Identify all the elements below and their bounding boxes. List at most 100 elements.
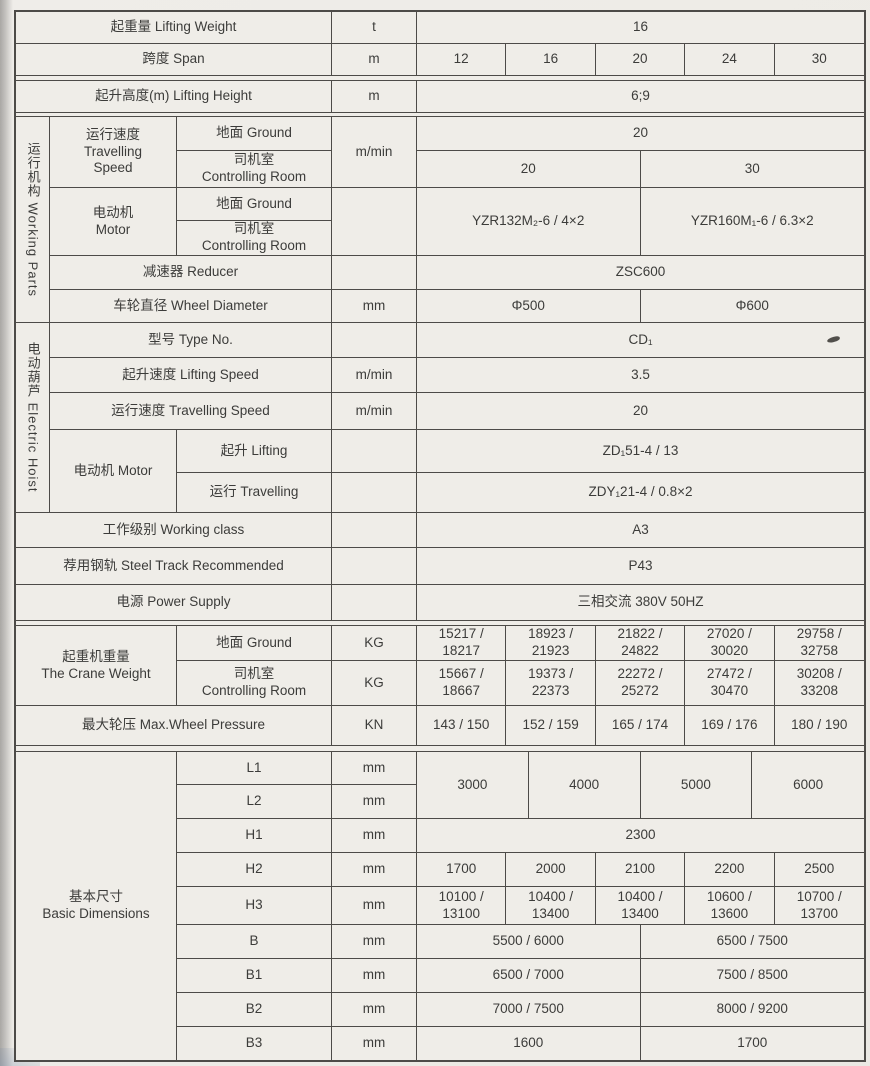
crane-spec-table: 起重量 Lifting Weight t 16 跨度 Span m 12 16 20 24 30 起…: [14, 10, 866, 1062]
max-wheel-pressure-value-2: 152 / 159: [506, 706, 596, 746]
scan-double-line-gap: [16, 746, 864, 752]
scan-left-edge: [0, 0, 13, 1066]
scan-double-line-gap: [16, 621, 864, 626]
max-wheel-pressure-value-1: 143 / 150: [417, 706, 507, 746]
steel-track-label: 荐用钢轨 Steel Track Recommended: [16, 548, 332, 585]
dim-h3-value-1: 10100 / 13100: [417, 887, 507, 925]
scan-double-line-gap: [16, 113, 864, 117]
dim-h3-value-4: 10600 / 13600: [685, 887, 775, 925]
span-unit: m: [332, 44, 417, 76]
hoist-travelling-speed-label: 运行速度 Travelling Speed: [50, 393, 332, 430]
dim-b-value-1: 5500 / 6000: [417, 925, 641, 959]
dim-h1-unit: mm: [332, 819, 417, 853]
travelling-speed-room-label: 司机室 Controlling Room: [177, 151, 332, 188]
motor-value-1: YZR132M₂-6 / 4×2: [417, 188, 641, 256]
dim-b1-unit: mm: [332, 959, 417, 993]
lifting-height-unit: m: [332, 81, 417, 113]
dim-h2-value-1: 1700: [417, 853, 507, 887]
dim-b2-label: B2: [177, 993, 332, 1027]
dim-b-unit: mm: [332, 925, 417, 959]
motor-label: 电动机 Motor: [50, 188, 177, 256]
steel-track-value: P43: [417, 548, 864, 585]
wheel-diameter-value-1: Φ500: [417, 290, 641, 323]
crane-weight-ground-unit: KG: [332, 626, 417, 661]
lifting-speed-label: 起升速度 Lifting Speed: [50, 358, 332, 393]
max-wheel-pressure-value-5: 180 / 190: [774, 706, 864, 746]
span-label: 跨度 Span: [16, 44, 332, 76]
dim-l1-label: L1: [177, 752, 332, 785]
travelling-speed-ground-label: 地面 Ground: [177, 117, 332, 151]
dim-l1-l2-value-4: 6000: [752, 752, 864, 819]
crane-weight-ground-value-2: 18923 / 21923: [506, 626, 596, 661]
motor-value-2: YZR160M₁-6 / 6.3×2: [640, 188, 864, 256]
crane-weight-room-value-2: 19373 / 22373: [506, 661, 596, 706]
crane-weight-room-value-5: 30208 / 33208: [774, 661, 864, 706]
reducer-label: 减速器 Reducer: [50, 256, 332, 290]
dim-b1-value-1: 6500 / 7000: [417, 959, 641, 993]
travelling-speed-label: 运行速度 Travelling Speed: [50, 117, 177, 188]
crane-weight-ground-value-1: 15217 / 18217: [417, 626, 507, 661]
dim-b2-unit: mm: [332, 993, 417, 1027]
dim-b-label: B: [177, 925, 332, 959]
dim-l2-label: L2: [177, 785, 332, 819]
hoist-travelling-speed-value: 20: [417, 393, 864, 430]
dim-l1-l2-value-1: 3000: [417, 752, 529, 819]
lifting-weight-value: 16: [417, 12, 864, 44]
motor-ground-label: 地面 Ground: [177, 188, 332, 221]
hoist-motor-lifting-label: 起升 Lifting: [177, 430, 332, 473]
lifting-speed-value: 3.5: [417, 358, 864, 393]
motor-room-label: 司机室 Controlling Room: [177, 221, 332, 256]
dim-b1-value-2: 7500 / 8500: [640, 959, 864, 993]
dim-h2-label: H2: [177, 853, 332, 887]
span-value-1: 12: [417, 44, 507, 76]
dim-l1-l2-value-3: 5000: [640, 752, 753, 819]
crane-weight-room-unit: KG: [332, 661, 417, 706]
span-value-4: 24: [685, 44, 775, 76]
crane-weight-ground-label: 地面 Ground: [177, 626, 332, 661]
dim-b2-value-1: 7000 / 7500: [417, 993, 641, 1027]
max-wheel-pressure-unit: KN: [332, 706, 417, 746]
travelling-speed-room-value-1: 20: [417, 151, 641, 188]
crane-weight-ground-value-4: 27020 / 30020: [685, 626, 775, 661]
hoist-motor-lifting-value: ZD₁51-4 / 13: [417, 430, 864, 473]
dim-h2-value-3: 2100: [595, 853, 686, 887]
span-value-2: 16: [506, 44, 596, 76]
dim-l2-unit: mm: [332, 785, 417, 819]
motor-unit: [332, 188, 417, 256]
hoist-motor-lifting-unit: [332, 430, 417, 473]
hoist-motor-travelling-value: ZDY₁21-4 / 0.8×2: [417, 473, 864, 513]
working-class-label: 工作级别 Working class: [16, 513, 332, 548]
crane-weight-room-value-1: 15667 / 18667: [417, 661, 507, 706]
dim-h3-value-2: 10400 / 13400: [506, 887, 596, 925]
dim-h2-value-4: 2200: [685, 853, 775, 887]
type-no-label: 型号 Type No.: [50, 323, 332, 358]
hoist-motor-travelling-unit: [332, 473, 417, 513]
electric-hoist-section-label: 电动葫芦 Electric Hoist: [16, 323, 50, 513]
dim-b3-value-1: 1600: [417, 1027, 641, 1060]
lifting-speed-unit: m/min: [332, 358, 417, 393]
lifting-height-label: 起升高度(m) Lifting Height: [16, 81, 332, 113]
max-wheel-pressure-value-3: 165 / 174: [595, 706, 686, 746]
dim-b2-value-2: 8000 / 9200: [640, 993, 864, 1027]
crane-weight-ground-value-3: 21822 / 24822: [595, 626, 686, 661]
crane-weight-label: 起重机重量 The Crane Weight: [16, 626, 177, 706]
type-no-unit: [332, 323, 417, 358]
working-class-value: A3: [417, 513, 864, 548]
steel-track-unit: [332, 548, 417, 585]
dim-b3-label: B3: [177, 1027, 332, 1060]
span-value-5: 30: [774, 44, 864, 76]
dim-b1-label: B1: [177, 959, 332, 993]
wheel-diameter-value-2: Φ600: [640, 290, 864, 323]
wheel-diameter-label: 车轮直径 Wheel Diameter: [50, 290, 332, 323]
crane-weight-ground-value-5: 29758 / 32758: [774, 626, 864, 661]
working-parts-section-label: 运行机构 Working Parts: [16, 117, 50, 323]
dim-h2-value-2: 2000: [506, 853, 596, 887]
hoist-motor-label: 电动机 Motor: [50, 430, 177, 513]
reducer-value: ZSC600: [417, 256, 864, 290]
lifting-height-value: 6;9: [417, 81, 864, 113]
travelling-speed-room-value-2: 30: [640, 151, 864, 188]
travelling-speed-unit: m/min: [332, 117, 417, 188]
dim-b3-unit: mm: [332, 1027, 417, 1060]
crane-weight-room-label: 司机室 Controlling Room: [177, 661, 332, 706]
